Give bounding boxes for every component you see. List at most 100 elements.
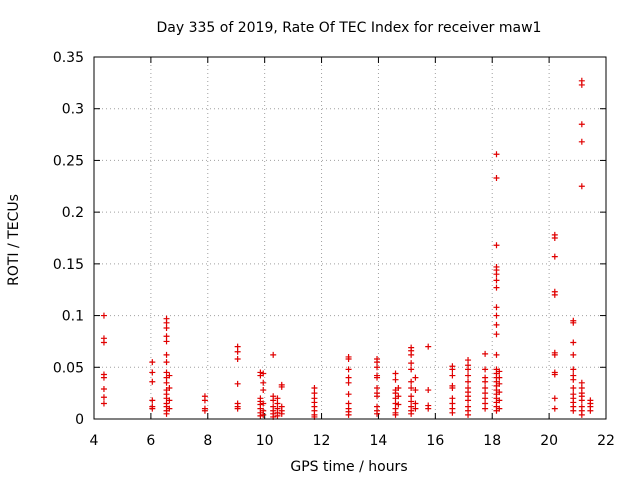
data-point bbox=[408, 410, 415, 417]
data-point bbox=[100, 394, 107, 401]
data-point bbox=[163, 324, 170, 331]
grid bbox=[94, 57, 606, 419]
data-point bbox=[465, 372, 472, 379]
x-tick-labels: 4 6 8 10 12 14 16 18 20 22 bbox=[90, 433, 615, 449]
data-point bbox=[270, 397, 277, 404]
data-point bbox=[482, 395, 489, 402]
data-point bbox=[493, 284, 500, 291]
data-point bbox=[163, 410, 170, 417]
data-point bbox=[395, 401, 402, 408]
data-point bbox=[100, 374, 107, 381]
data-point bbox=[345, 374, 352, 381]
axis-ticks bbox=[93, 56, 607, 420]
data-point bbox=[260, 379, 267, 386]
data-point bbox=[551, 405, 558, 412]
data-point bbox=[163, 338, 170, 345]
data-point bbox=[570, 339, 577, 346]
plot-frame bbox=[93, 56, 607, 420]
data-point bbox=[274, 412, 281, 419]
data-point bbox=[395, 384, 402, 391]
data-point bbox=[260, 411, 267, 418]
data-point bbox=[163, 351, 170, 358]
data-point bbox=[408, 384, 415, 391]
y-tick-label: 0 bbox=[75, 412, 84, 428]
data-point bbox=[578, 183, 585, 190]
data-point bbox=[166, 405, 173, 412]
data-point bbox=[374, 374, 381, 381]
data-point bbox=[374, 359, 381, 366]
data-point bbox=[408, 366, 415, 373]
data-point bbox=[493, 312, 500, 319]
data-point bbox=[493, 331, 500, 338]
data-point bbox=[570, 384, 577, 391]
data-point bbox=[166, 372, 173, 379]
data-point bbox=[345, 411, 352, 418]
data-point bbox=[274, 400, 281, 407]
data-point bbox=[392, 411, 399, 418]
data-point bbox=[234, 380, 241, 387]
data-point bbox=[374, 364, 381, 371]
data-point bbox=[570, 319, 577, 326]
data-point bbox=[496, 389, 503, 396]
data-point bbox=[496, 397, 503, 404]
x-tick-label: 14 bbox=[370, 433, 388, 449]
data-point bbox=[496, 405, 503, 412]
data-point bbox=[311, 384, 318, 391]
data-point bbox=[412, 405, 419, 412]
data-point bbox=[201, 397, 208, 404]
data-point bbox=[493, 175, 500, 182]
data-point bbox=[408, 393, 415, 400]
data-point bbox=[425, 405, 432, 412]
data-point bbox=[163, 359, 170, 366]
x-tick-label: 8 bbox=[203, 433, 212, 449]
data-point bbox=[578, 121, 585, 128]
data-point bbox=[482, 384, 489, 391]
data-point bbox=[578, 384, 585, 391]
data-point bbox=[570, 366, 577, 373]
y-tick-label: 0.2 bbox=[62, 205, 84, 221]
data-point bbox=[496, 374, 503, 381]
x-tick-label: 6 bbox=[146, 433, 155, 449]
data-point bbox=[465, 357, 472, 364]
data-point bbox=[412, 400, 419, 407]
data-point bbox=[234, 356, 241, 363]
data-point bbox=[392, 400, 399, 407]
data-point bbox=[234, 348, 241, 355]
data-point bbox=[374, 410, 381, 417]
data-point bbox=[578, 411, 585, 418]
data-point bbox=[345, 391, 352, 398]
data-point bbox=[578, 397, 585, 404]
y-axis-label: ROTI / TECUs bbox=[6, 194, 22, 286]
data-point bbox=[551, 395, 558, 402]
data-point bbox=[425, 387, 432, 394]
data-point bbox=[449, 384, 456, 391]
data-point bbox=[201, 407, 208, 414]
data-point bbox=[392, 390, 399, 397]
data-point bbox=[551, 351, 558, 358]
data-point bbox=[482, 350, 489, 357]
data-point bbox=[149, 378, 156, 385]
data-point bbox=[408, 398, 415, 405]
data-point bbox=[449, 395, 456, 402]
data-point bbox=[496, 368, 503, 375]
data-point bbox=[496, 380, 503, 387]
data-point bbox=[482, 405, 489, 412]
data-point bbox=[278, 410, 285, 417]
x-tick-label: 4 bbox=[90, 433, 99, 449]
data-point bbox=[345, 379, 352, 386]
data-point bbox=[163, 333, 170, 340]
y-tick-label: 0.15 bbox=[53, 257, 84, 273]
data-point bbox=[493, 304, 500, 311]
data-point bbox=[149, 405, 156, 412]
data-point bbox=[408, 378, 415, 385]
data-point bbox=[482, 390, 489, 397]
data-point bbox=[345, 356, 352, 363]
data-point bbox=[493, 151, 500, 158]
x-tick-label: 12 bbox=[313, 433, 331, 449]
chart-title: Day 335 of 2019, Rate Of TEC Index for r… bbox=[157, 20, 542, 36]
data-point bbox=[234, 343, 241, 350]
y-tick-label: 0.25 bbox=[53, 153, 84, 169]
x-tick-label: 20 bbox=[540, 433, 558, 449]
data-point bbox=[345, 366, 352, 373]
data-point bbox=[412, 374, 419, 381]
